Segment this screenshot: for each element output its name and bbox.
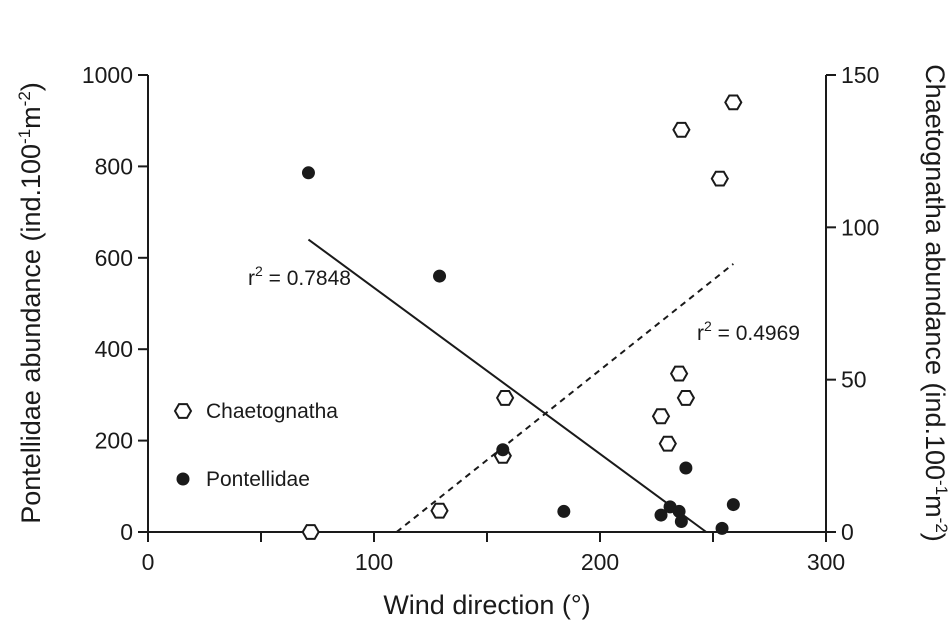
pontellidae-point (433, 269, 447, 283)
y-left-tick-label: 0 (120, 519, 133, 545)
x-axis-title: Wind direction (°) (383, 590, 590, 620)
legend-marker-chaetognatha (173, 403, 193, 419)
legend-marker-pontellidae (176, 472, 190, 486)
pontellidae-point (679, 461, 693, 475)
chaetognatha-point (676, 390, 696, 406)
pontellidae-r2-label: r2 = 0.7848 (248, 263, 351, 290)
regression-lines (307, 238, 734, 533)
pontellidae-point (726, 498, 740, 512)
pontellidae-point (715, 521, 729, 535)
chaetognatha-point (710, 170, 729, 187)
legend: Chaetognatha Pontellidae (173, 400, 338, 491)
y-left-axis-title: Pontellidae abundance (ind.100-1m-2) (15, 82, 46, 524)
chaetognatha-point (658, 435, 677, 452)
legend-label-chaetognatha: Chaetognatha (206, 400, 338, 423)
y-left-tick-label: 200 (95, 428, 133, 454)
y-right-tick-label: 0 (841, 519, 854, 545)
y-left-tick-label: 1000 (82, 62, 133, 88)
y-left-tick-label: 600 (95, 245, 133, 271)
chaetognatha-point (301, 524, 320, 540)
labels-group: 0 100 200 300 0 200 400 600 800 1000 0 50 100 150 Wind… (15, 62, 951, 620)
x-tick-label: 100 (355, 549, 393, 575)
y-left-tick-label: 800 (95, 153, 133, 179)
pontellidae-point (496, 443, 510, 457)
chaetognatha-fit-line (395, 263, 734, 533)
y-left-tick-label: 400 (95, 336, 133, 362)
legend-label-pontellidae: Pontellidae (206, 468, 310, 491)
chaetognatha-point (430, 502, 449, 519)
chaetognatha-point (672, 121, 691, 138)
y-right-tick-label: 100 (841, 214, 879, 240)
data-points (301, 94, 743, 540)
chaetognatha-point (495, 390, 515, 406)
pontellidae-point (674, 514, 688, 528)
y-right-tick-label: 50 (841, 367, 867, 393)
chaetognatha-point (669, 365, 689, 382)
x-tick-label: 300 (807, 549, 845, 575)
x-tick-label: 0 (142, 549, 155, 575)
y-right-tick-label: 150 (841, 62, 879, 88)
pontellidae-point (672, 504, 686, 518)
axes-group (138, 74, 836, 542)
y-right-axis-title: Chaetognatha abundance (ind.100-1m-2) (920, 64, 951, 542)
pontellidae-point (654, 508, 668, 522)
pontellidae-fit-line (307, 238, 707, 533)
x-tick-label: 200 (581, 549, 619, 575)
chaetognatha-r2-label: r2 = 0.4969 (697, 318, 800, 345)
chaetognatha-point (724, 94, 743, 111)
pontellidae-point (301, 166, 315, 180)
pontellidae-point (557, 504, 571, 518)
chaetognatha-point (651, 408, 671, 425)
